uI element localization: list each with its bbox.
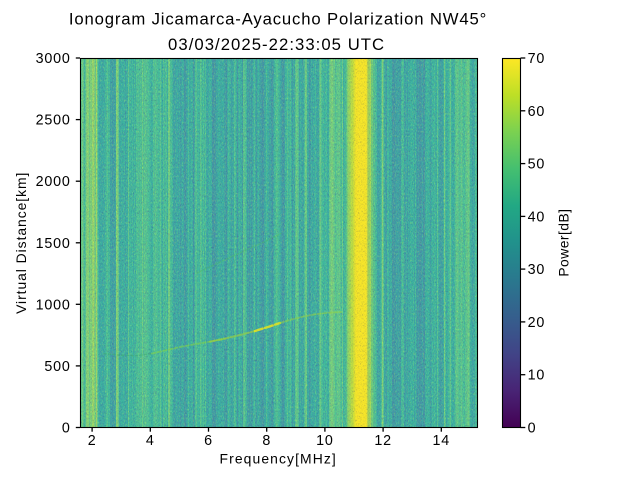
svg-text:1500: 1500 — [36, 236, 71, 252]
svg-text:70: 70 — [528, 51, 546, 67]
svg-text:8: 8 — [262, 433, 271, 449]
svg-text:10: 10 — [316, 433, 334, 449]
svg-text:Virtual Distance[km]: Virtual Distance[km] — [13, 172, 29, 314]
svg-text:1000: 1000 — [36, 297, 71, 313]
svg-text:Power[dB]: Power[dB] — [555, 209, 571, 277]
svg-text:03/03/2025-22:33:05 UTC: 03/03/2025-22:33:05 UTC — [168, 35, 385, 54]
svg-text:0: 0 — [528, 421, 537, 437]
svg-text:20: 20 — [528, 315, 546, 331]
svg-text:Ionogram Jicamarca-Ayacucho Po: Ionogram Jicamarca-Ayacucho Polarization… — [69, 10, 487, 29]
svg-text:4: 4 — [146, 433, 155, 449]
svg-text:2500: 2500 — [36, 113, 71, 129]
svg-text:6: 6 — [204, 433, 213, 449]
svg-text:500: 500 — [44, 359, 70, 375]
svg-text:2: 2 — [88, 433, 97, 449]
svg-text:40: 40 — [528, 209, 546, 225]
svg-text:2000: 2000 — [36, 174, 71, 190]
svg-text:14: 14 — [433, 433, 451, 449]
svg-text:10: 10 — [528, 368, 546, 384]
svg-text:Frequency[MHz]: Frequency[MHz] — [220, 450, 337, 466]
svg-text:0: 0 — [62, 421, 71, 437]
svg-text:3000: 3000 — [36, 51, 71, 67]
svg-text:12: 12 — [374, 433, 392, 449]
svg-text:60: 60 — [528, 104, 546, 120]
svg-text:50: 50 — [528, 157, 546, 173]
svg-text:30: 30 — [528, 262, 546, 278]
